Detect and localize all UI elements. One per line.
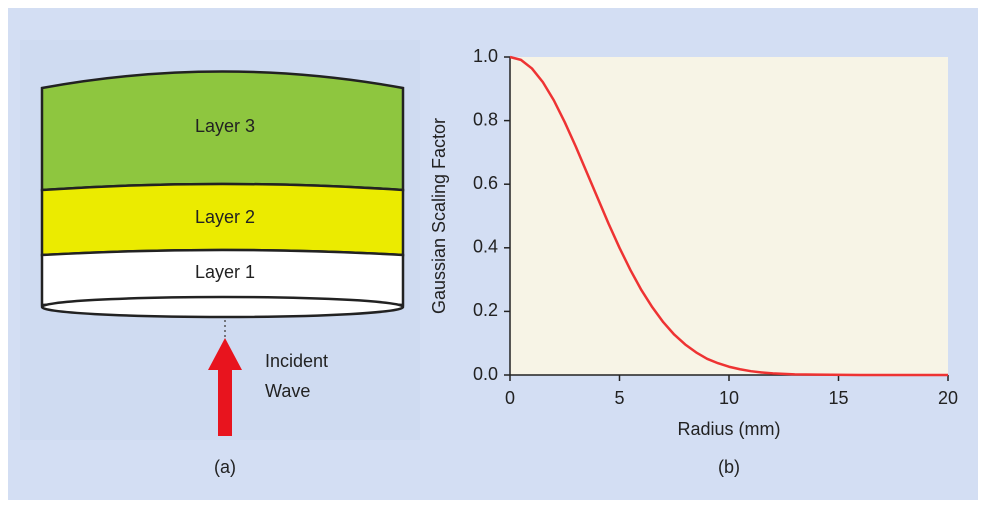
x-axis-label: Radius (mm) (677, 419, 780, 439)
y-tick-label: 0.2 (473, 300, 498, 320)
caption: (b) (718, 457, 740, 477)
caption: (a) (214, 457, 236, 477)
arrow-label: Wave (265, 381, 310, 401)
y-tick-label: 0.4 (473, 237, 498, 257)
cylinder-base (42, 297, 403, 317)
x-tick-label: 0 (505, 388, 515, 408)
y-tick-label: 1.0 (473, 46, 498, 66)
plot-area (510, 57, 948, 375)
page: {"diagram": {"layers": ["Layer 3", "Laye… (0, 0, 986, 513)
y-tick-label: 0.0 (473, 364, 498, 384)
arrow-label: Incident (265, 351, 328, 371)
y-axis-label: Gaussian Scaling Factor (429, 118, 449, 314)
x-tick-label: 10 (719, 388, 739, 408)
x-tick-label: 20 (938, 388, 958, 408)
x-tick-label: 15 (828, 388, 848, 408)
y-tick-label: 0.6 (473, 173, 498, 193)
layer-label: Layer 2 (195, 207, 255, 227)
x-tick-label: 5 (614, 388, 624, 408)
layer-label: Layer 1 (195, 262, 255, 282)
figure: Layer 3 Layer 2 Layer 1 Incident Wave (a… (0, 0, 986, 508)
layer-label: Layer 3 (195, 116, 255, 136)
y-tick-label: 0.8 (473, 109, 498, 129)
